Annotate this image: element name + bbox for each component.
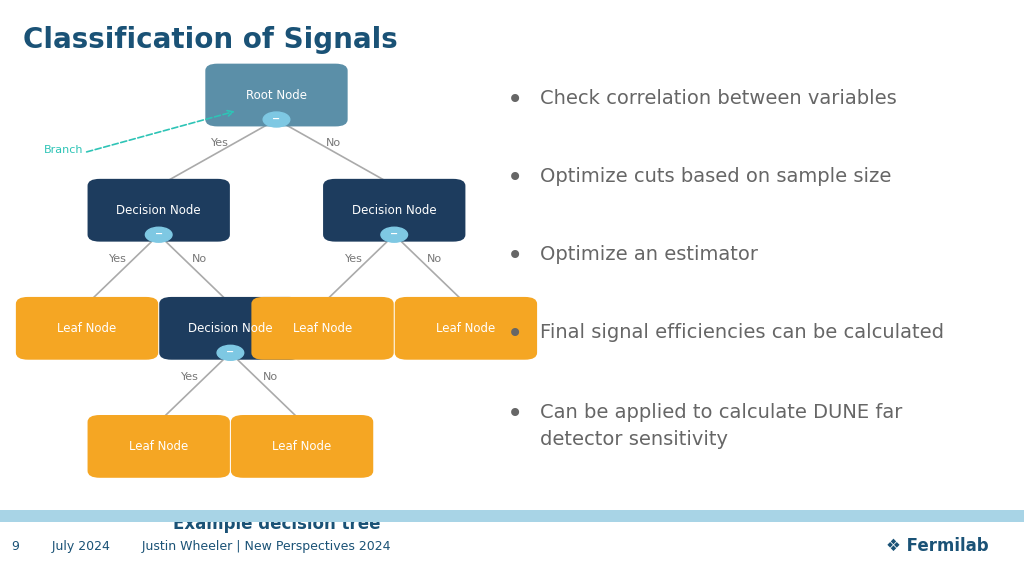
FancyBboxPatch shape [88, 415, 230, 478]
Text: Optimize an estimator: Optimize an estimator [540, 245, 758, 264]
Text: •: • [507, 400, 523, 429]
Text: Yes: Yes [211, 138, 228, 147]
Text: −: − [155, 229, 163, 239]
Text: Final signal efficiencies can be calculated: Final signal efficiencies can be calcula… [540, 323, 944, 342]
Text: Leaf Node: Leaf Node [436, 322, 496, 335]
Circle shape [145, 227, 172, 242]
Text: Branch: Branch [44, 145, 83, 155]
Text: No: No [263, 372, 279, 382]
Text: Leaf Node: Leaf Node [57, 322, 117, 335]
Text: •: • [507, 242, 523, 270]
Text: Example decision tree: Example decision tree [173, 515, 380, 533]
FancyBboxPatch shape [160, 297, 301, 359]
Text: ❖ Fermilab: ❖ Fermilab [886, 537, 988, 555]
Bar [0, 510, 1024, 522]
FancyBboxPatch shape [16, 297, 159, 359]
FancyBboxPatch shape [230, 415, 373, 478]
Text: •: • [507, 320, 523, 348]
Text: −: − [272, 114, 281, 124]
Text: Decision Node: Decision Node [188, 322, 272, 335]
Circle shape [381, 227, 408, 242]
Text: No: No [191, 254, 207, 264]
Text: 9        July 2024        Justin Wheeler | New Perspectives 2024: 9 July 2024 Justin Wheeler | New Perspec… [12, 540, 391, 552]
Text: Can be applied to calculate DUNE far
detector sensitivity: Can be applied to calculate DUNE far det… [540, 403, 902, 449]
Text: Optimize cuts based on sample size: Optimize cuts based on sample size [540, 167, 891, 186]
FancyBboxPatch shape [205, 64, 348, 127]
Text: Leaf Node: Leaf Node [272, 440, 332, 453]
FancyBboxPatch shape [252, 297, 393, 359]
Text: •: • [507, 164, 523, 192]
Text: Decision Node: Decision Node [352, 204, 436, 217]
Text: Yes: Yes [345, 254, 362, 264]
Text: Leaf Node: Leaf Node [129, 440, 188, 453]
FancyBboxPatch shape [88, 179, 230, 242]
FancyBboxPatch shape [395, 297, 537, 359]
FancyBboxPatch shape [324, 179, 465, 242]
Text: Root Node: Root Node [246, 89, 307, 101]
Circle shape [263, 112, 290, 127]
Text: Check correlation between variables: Check correlation between variables [540, 89, 896, 108]
Text: •: • [507, 86, 523, 115]
Text: Leaf Node: Leaf Node [293, 322, 352, 335]
Text: Yes: Yes [110, 254, 127, 264]
Text: No: No [326, 138, 341, 147]
Text: Yes: Yes [181, 372, 199, 382]
Circle shape [217, 345, 244, 361]
Text: No: No [427, 254, 442, 264]
Text: −: − [390, 229, 398, 239]
Text: −: − [226, 347, 234, 357]
Text: Decision Node: Decision Node [117, 204, 201, 217]
Text: Classification of Signals: Classification of Signals [23, 26, 397, 54]
